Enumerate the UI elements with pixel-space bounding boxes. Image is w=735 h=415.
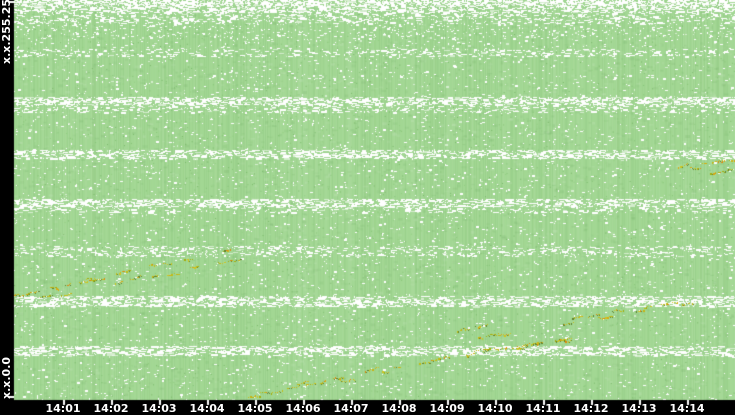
x-axis-tick-label: 14:04 (189, 402, 225, 415)
x-axis-tick-label: 14:09 (429, 402, 465, 415)
x-axis-tick-label: 14:05 (237, 402, 273, 415)
x-axis-tick-label: 14:14 (669, 402, 705, 415)
x-axis-tick-label: 14:01 (45, 402, 81, 415)
x-axis-tick-label: 14:07 (333, 402, 369, 415)
x-axis-tick-label: 14:11 (525, 402, 561, 415)
x-axis-tick-label: 14:12 (573, 402, 609, 415)
y-axis-label-top: x.x.255.255 (0, 0, 13, 64)
x-axis-tick-label: 14:03 (141, 402, 177, 415)
y-axis-label-bottom: x.x.0.0 (0, 356, 13, 399)
x-axis-tick-label: 14:13 (621, 402, 657, 415)
x-axis-tick-label: 14:08 (381, 402, 417, 415)
x-axis-tick-label: 14:06 (285, 402, 321, 415)
x-axis-tick-label: 14:02 (93, 402, 129, 415)
x-axis: 14:01 14:02 14:03 14:04 14:05 14:06 14:07 14:08… (0, 400, 735, 415)
x-axis-tick-label: 14:10 (477, 402, 513, 415)
